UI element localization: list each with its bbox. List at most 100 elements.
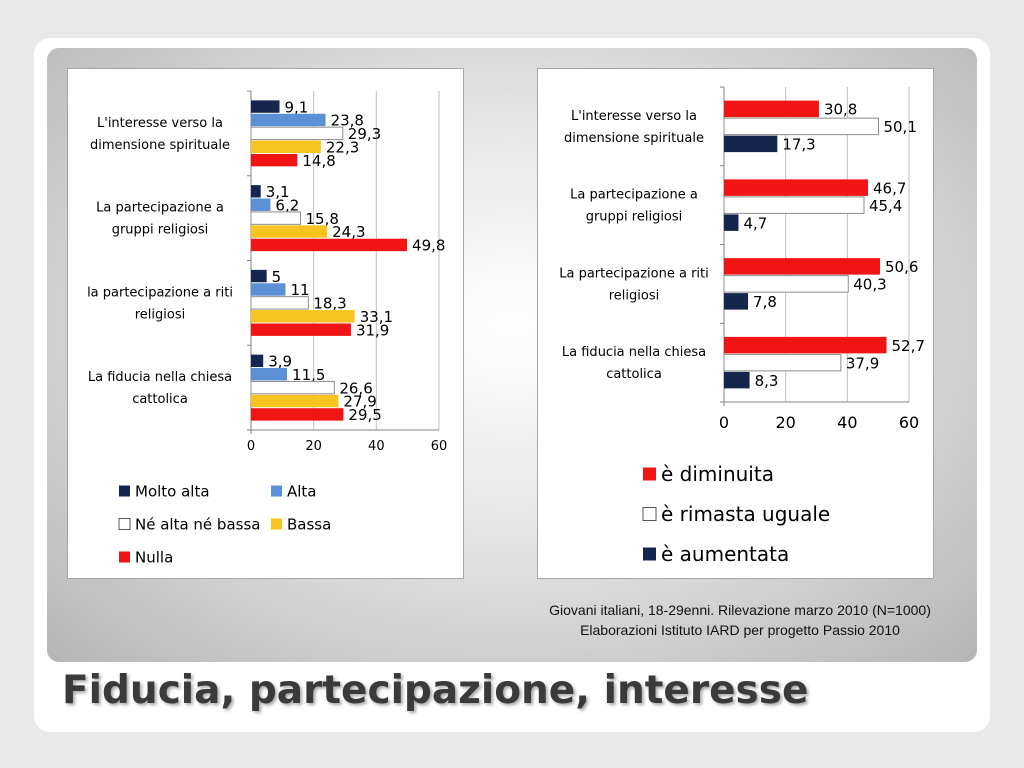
right-data-label: 8,3 — [755, 372, 779, 390]
left-legend-label: Nulla — [135, 548, 173, 566]
right-data-label: 7,8 — [753, 293, 777, 311]
left-x-tick-label: 40 — [368, 439, 385, 454]
left-legend-swatch — [118, 518, 131, 530]
right-x-tick-label: 20 — [775, 413, 795, 432]
left-bar — [251, 113, 326, 127]
right-bar — [724, 293, 749, 310]
right-bar — [723, 275, 849, 293]
right-legend-swatch — [643, 547, 656, 561]
left-bar — [251, 198, 271, 211]
left-data-label: 26,6 — [339, 379, 372, 397]
left-legend-swatch — [119, 485, 130, 497]
slide-title: Fiducia, partecipazione, interesse — [62, 668, 809, 713]
left-bar — [251, 238, 408, 252]
right-data-label: 45,4 — [869, 197, 902, 215]
left-bar — [251, 408, 344, 421]
right-bar — [724, 371, 750, 389]
left-x-tick-label: 20 — [305, 439, 322, 454]
left-bar — [251, 269, 267, 283]
right-data-label: 37,9 — [846, 354, 879, 372]
left-legend-label: Né alta né bassa — [135, 515, 260, 533]
right-bar — [724, 258, 881, 275]
left-data-label: 29,5 — [348, 406, 381, 424]
left-category-label: la partecipazione a riti religiosi — [87, 285, 233, 322]
left-bar — [251, 283, 286, 296]
left-legend-label: Bassa — [287, 515, 331, 533]
left-data-label: 27,9 — [343, 393, 376, 411]
right-legend-label: è aumentata — [661, 542, 789, 566]
left-bar — [251, 140, 321, 153]
source-line-1: Giovani italiani, 18-29enni. Rilevazione… — [549, 602, 931, 618]
left-data-label: 29,3 — [348, 125, 381, 143]
right-data-label: 52,7 — [891, 337, 924, 355]
left-bar — [250, 380, 335, 395]
left-legend-label: Molto alta — [135, 482, 210, 500]
left-bar — [251, 354, 264, 368]
left-data-label: 22,3 — [326, 138, 359, 156]
right-legend-swatch — [643, 467, 656, 481]
chart-trust-change: 0 20 40 60 L'interesse verso la dimensione sp… — [537, 68, 934, 579]
left-data-label: 6,2 — [275, 196, 299, 214]
chart-trust-levels-svg: 0 20 40 60 L'interesse verso la dimensione sp… — [87, 90, 448, 566]
left-data-label: 24,3 — [332, 223, 365, 241]
right-x-tick-label: 0 — [719, 413, 729, 432]
right-bar — [724, 336, 887, 354]
right-category-label: La fiducia nella chiesa cattolica — [562, 345, 706, 382]
left-bar — [250, 296, 309, 310]
left-category-label: L'interesse verso la dimensione spiritual… — [90, 116, 230, 153]
left-data-label: 11,5 — [292, 366, 325, 384]
source-line-2: Elaborazioni Istituto IARD per progetto … — [580, 622, 900, 638]
right-data-label: 46,7 — [873, 179, 906, 197]
left-data-label: 9,1 — [285, 98, 309, 116]
right-legend-swatch — [642, 507, 657, 521]
left-data-label: 15,8 — [306, 210, 339, 228]
left-data-label: 3,9 — [268, 353, 292, 371]
left-legend-swatch — [271, 485, 282, 497]
left-bar — [250, 211, 302, 225]
right-x-tick-label: 60 — [899, 413, 919, 432]
left-legend-swatch — [119, 551, 130, 563]
chart-trust-levels: 0 20 40 60 L'interesse verso la dimensione sp… — [67, 68, 464, 579]
left-bar — [250, 126, 344, 141]
right-data-label: 4,7 — [743, 214, 767, 232]
left-data-label: 11 — [290, 281, 309, 299]
left-data-label: 31,9 — [356, 321, 389, 339]
left-bar — [251, 153, 298, 167]
right-bar — [724, 179, 868, 196]
right-legend-label: è rimasta uguale — [661, 502, 830, 526]
right-bar — [723, 353, 842, 372]
right-category-label: La partecipazione a gruppi religiosi — [570, 188, 698, 225]
left-legend-swatch — [271, 518, 282, 530]
left-bar — [251, 323, 351, 336]
left-legend-label: Alta — [287, 482, 317, 500]
left-x-tick-label: 60 — [431, 439, 448, 454]
left-category-label: La partecipazione a gruppi religiosi — [96, 201, 224, 238]
left-bar — [251, 368, 288, 381]
right-data-label: 30,8 — [824, 101, 857, 119]
right-bar — [723, 117, 879, 136]
right-legend-label: è diminuita — [661, 462, 774, 486]
left-data-label: 23,8 — [331, 112, 364, 130]
right-data-label: 50,1 — [883, 118, 916, 136]
left-category-label: La fiducia nella chiesa cattolica — [88, 370, 232, 407]
left-bar — [251, 394, 339, 408]
left-data-label: 33,1 — [360, 308, 393, 326]
right-data-label: 17,3 — [782, 136, 815, 154]
left-bar — [251, 310, 355, 323]
left-data-label: 49,8 — [412, 237, 445, 255]
left-bar — [251, 185, 261, 198]
left-data-label: 14,8 — [302, 152, 335, 170]
right-x-tick-label: 40 — [837, 413, 857, 432]
left-bar — [251, 225, 328, 238]
right-bar — [724, 214, 739, 231]
right-bar — [724, 100, 819, 118]
left-data-label: 18,3 — [313, 295, 346, 313]
left-x-tick-label: 0 — [247, 439, 255, 454]
right-category-label: L'interesse verso la dimensione spiritual… — [564, 109, 704, 146]
right-data-label: 50,6 — [885, 258, 918, 276]
left-bar — [251, 100, 280, 113]
left-data-label: 3,1 — [266, 183, 290, 201]
right-data-label: 40,3 — [853, 276, 886, 294]
left-data-label: 5 — [272, 268, 282, 286]
right-category-label: La partecipazione a riti religiosi — [559, 266, 709, 303]
